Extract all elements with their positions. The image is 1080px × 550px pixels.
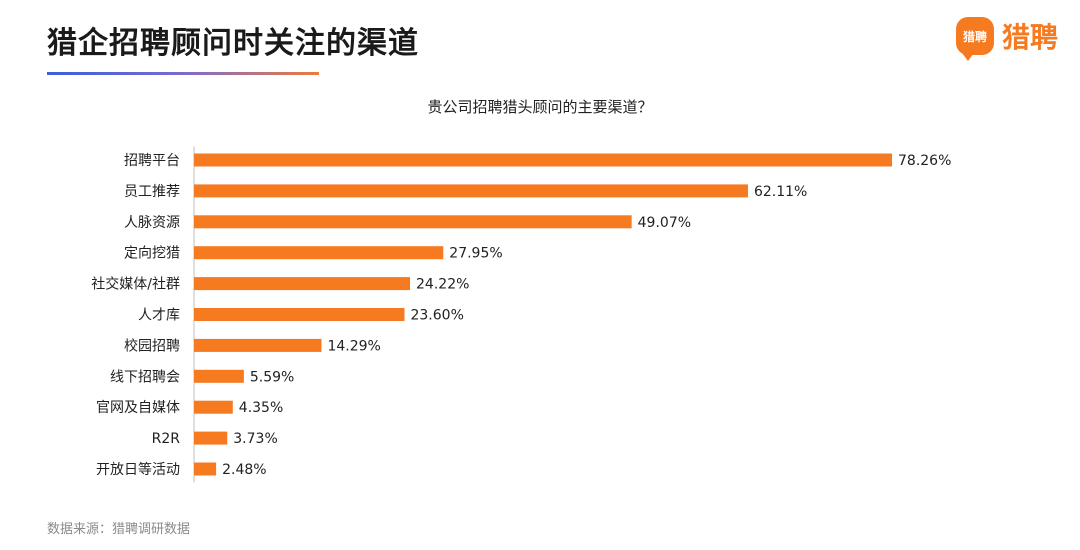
value-label: 24.22% [416,277,469,293]
value-label: 5.59% [250,369,294,385]
bar [194,308,405,321]
bar [194,277,411,291]
value-label: 62.11% [754,184,807,200]
brand-name: 猎聘 [1001,21,1058,54]
category-label: 员工推荐 [124,184,180,200]
bar [194,400,233,414]
category-label: R2R [152,431,181,447]
page-title: 猎企招聘顾问时关注的渠道 [47,26,419,61]
category-label: 人脉资源 [124,215,180,231]
title-underline [47,72,319,75]
value-label: 14.29% [327,338,380,354]
category-label: 人才库 [138,308,180,324]
category-label: 线下招聘会 [110,369,180,385]
category-label: 社交媒体/社群 [91,276,180,293]
value-label: 4.35% [239,400,283,416]
value-label: 23.60% [410,308,463,324]
category-label: 官网及自媒体 [96,400,180,416]
bar [194,215,632,229]
value-label: 2.48% [222,462,266,478]
value-label: 3.73% [233,431,277,447]
category-label: 校园招聘 [124,337,180,354]
chart-title: 贵公司招聘猎头顾问的主要渠道？ [427,98,652,116]
category-label: 招聘平台 [124,153,180,169]
value-label: 78.26% [898,153,951,169]
brand-logo: 猎聘 猎聘 [955,16,1058,61]
category-label: 定向挖猎 [124,246,180,262]
data-source-note: 数据来源：猎聘调研数据 [47,522,191,537]
brand-badge-icon: 猎聘 [955,17,994,61]
value-label: 27.95% [449,246,502,262]
bar [194,338,322,352]
bar [194,369,244,383]
value-label: 49.07% [638,215,691,231]
bar [194,462,217,476]
bar [194,246,444,260]
bar-chart: 贵公司招聘猎头顾问的主要渠道？ 招聘平台 78.26% 员工推荐 62.11% 人脉资源 4… [91,98,951,483]
bar [194,184,748,198]
bar [194,153,892,167]
bar [194,431,228,445]
category-label: 开放日等活动 [96,461,180,478]
